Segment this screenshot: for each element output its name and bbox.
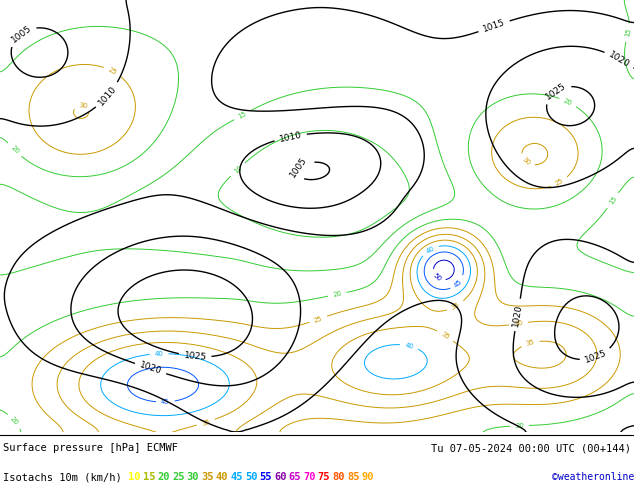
Text: 20: 20 bbox=[562, 98, 573, 107]
Text: Surface pressure [hPa] ECMWF: Surface pressure [hPa] ECMWF bbox=[3, 443, 178, 453]
Text: 30: 30 bbox=[514, 320, 523, 327]
Text: 15: 15 bbox=[237, 110, 248, 120]
Text: 40: 40 bbox=[216, 472, 228, 482]
Text: 45: 45 bbox=[230, 472, 243, 482]
Text: 20: 20 bbox=[10, 145, 20, 155]
Text: 1005: 1005 bbox=[288, 155, 309, 179]
Text: 1005: 1005 bbox=[10, 23, 33, 44]
Text: 70: 70 bbox=[303, 472, 316, 482]
Text: 40: 40 bbox=[425, 245, 436, 255]
Text: 35: 35 bbox=[526, 339, 536, 347]
Text: 25: 25 bbox=[313, 315, 323, 323]
Text: 1020: 1020 bbox=[138, 361, 163, 376]
Text: 1020: 1020 bbox=[607, 50, 631, 70]
Text: 85: 85 bbox=[347, 472, 359, 482]
Text: Tu 07-05-2024 00:00 UTC (00+144): Tu 07-05-2024 00:00 UTC (00+144) bbox=[431, 443, 631, 453]
Text: 1020: 1020 bbox=[512, 303, 524, 327]
Text: 50: 50 bbox=[245, 472, 257, 482]
Text: 30: 30 bbox=[521, 156, 531, 167]
Text: 15: 15 bbox=[143, 472, 155, 482]
Text: 20: 20 bbox=[515, 422, 524, 429]
Text: 15: 15 bbox=[608, 195, 618, 206]
Text: 90: 90 bbox=[361, 472, 374, 482]
Text: 1025: 1025 bbox=[544, 81, 567, 101]
Text: 35: 35 bbox=[440, 331, 451, 341]
Text: 50: 50 bbox=[432, 272, 442, 283]
Text: 40: 40 bbox=[404, 342, 414, 350]
Text: 65: 65 bbox=[288, 472, 301, 482]
Text: 45: 45 bbox=[453, 278, 463, 289]
Text: 30: 30 bbox=[78, 102, 87, 109]
Text: 1025: 1025 bbox=[583, 349, 608, 365]
Text: 20: 20 bbox=[9, 416, 20, 427]
Text: 75: 75 bbox=[318, 472, 330, 482]
Text: 1010: 1010 bbox=[97, 84, 119, 107]
Text: ©weatheronline.co.uk: ©weatheronline.co.uk bbox=[552, 472, 634, 482]
Text: 80: 80 bbox=[332, 472, 345, 482]
Text: 1025: 1025 bbox=[183, 351, 207, 362]
Text: 35: 35 bbox=[201, 472, 214, 482]
Text: 20: 20 bbox=[332, 291, 342, 298]
Text: 15: 15 bbox=[624, 27, 632, 38]
Text: 20: 20 bbox=[157, 472, 170, 482]
Text: 35: 35 bbox=[200, 418, 211, 427]
Text: 25: 25 bbox=[554, 178, 565, 187]
Text: 25: 25 bbox=[172, 472, 184, 482]
Text: 10: 10 bbox=[128, 472, 141, 482]
Text: 45: 45 bbox=[161, 399, 170, 405]
Text: 35: 35 bbox=[450, 301, 461, 311]
Text: 40: 40 bbox=[155, 351, 164, 357]
Text: 60: 60 bbox=[274, 472, 287, 482]
Text: 25: 25 bbox=[107, 67, 118, 76]
Text: 1010: 1010 bbox=[278, 130, 302, 144]
Text: 55: 55 bbox=[259, 472, 272, 482]
Text: 1015: 1015 bbox=[482, 18, 507, 34]
Text: Isotachs 10m (km/h): Isotachs 10m (km/h) bbox=[3, 472, 128, 482]
Text: 30: 30 bbox=[186, 472, 199, 482]
Text: 10: 10 bbox=[233, 164, 243, 174]
